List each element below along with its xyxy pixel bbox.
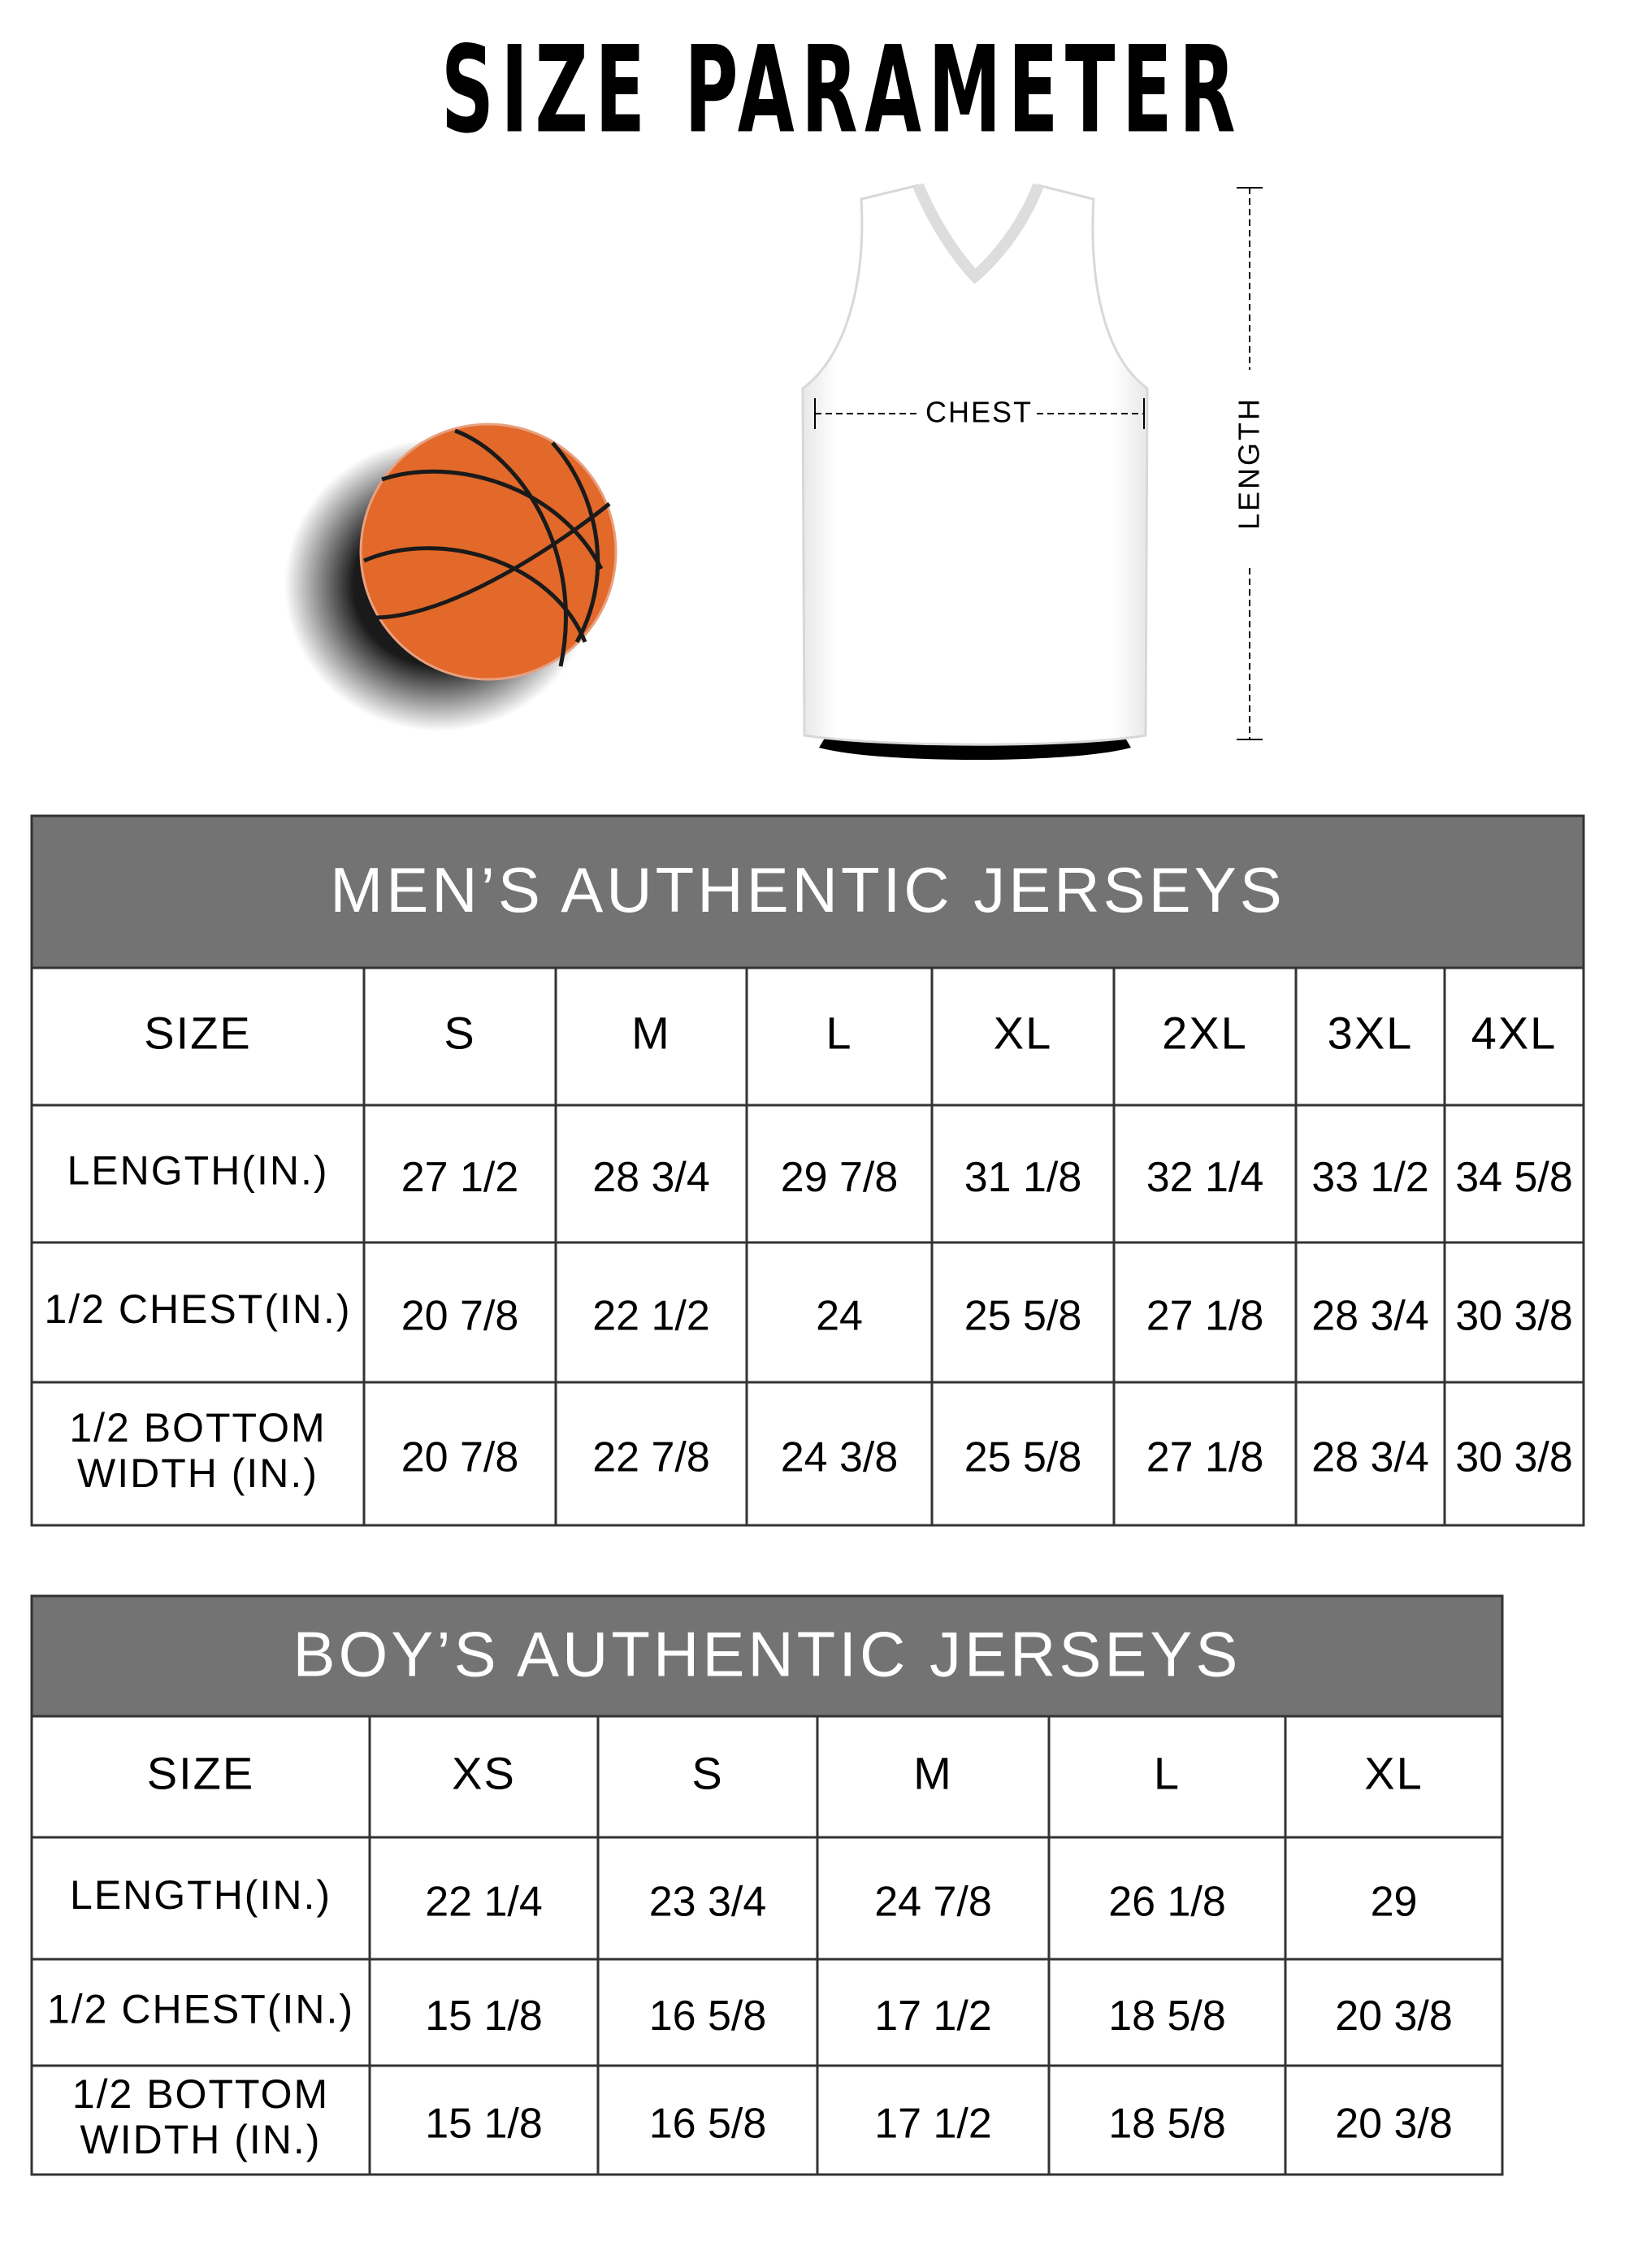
row-label: 1/2 CHEST(IN.)	[44, 1286, 351, 1332]
length-label: LENGTH	[1233, 397, 1266, 530]
size-cell: 23 3/4	[649, 1879, 767, 1926]
size-cell: 18 5/8	[1108, 1993, 1226, 2040]
size-cell: 22 7/8	[592, 1434, 710, 1481]
size-cell: 22 1/2	[592, 1293, 710, 1340]
row-label: LENGTH(IN.)	[70, 1872, 332, 1918]
table-border	[30, 1594, 1504, 2176]
column-header: 3XL	[1328, 1007, 1414, 1058]
size-cell: 20 7/8	[401, 1434, 519, 1481]
size-cell: 27 1/8	[1146, 1293, 1264, 1340]
column-header: M	[913, 1747, 953, 1798]
size-cell: 17 1/2	[874, 1993, 992, 2040]
column-header: SIZE	[144, 1007, 251, 1058]
table-title: MEN’S AUTHENTIC JERSEYS	[330, 854, 1285, 926]
size-cell: 25 5/8	[964, 1293, 1082, 1340]
jersey: CHEST	[801, 183, 1149, 760]
size-cell: 20 3/8	[1335, 1993, 1453, 2040]
column-header: M	[631, 1007, 671, 1058]
table-border	[30, 814, 1585, 1527]
row-label: 1/2 BOTTOM	[69, 1405, 326, 1451]
row-label: WIDTH (IN.)	[77, 1451, 318, 1496]
length-indicator: LENGTH	[1231, 187, 1268, 740]
size-cell: 31 1/8	[964, 1154, 1082, 1201]
basketball	[284, 423, 618, 731]
column-header: L	[826, 1007, 852, 1058]
column-header: XL	[994, 1007, 1053, 1058]
size-cell: 30 3/8	[1455, 1434, 1573, 1481]
row-label: 1/2 BOTTOM	[72, 2071, 329, 2117]
column-header: XL	[1364, 1747, 1424, 1798]
size-cell: 25 5/8	[964, 1434, 1082, 1481]
row-label: WIDTH (IN.)	[80, 2117, 322, 2162]
size-cell: 20 7/8	[401, 1293, 519, 1340]
size-cell: 20 3/8	[1335, 2101, 1453, 2148]
size-cell: 17 1/2	[874, 2101, 992, 2148]
row-label: 1/2 CHEST(IN.)	[47, 1987, 354, 2032]
size-cell: 32 1/4	[1146, 1154, 1264, 1201]
size-cell: 24	[816, 1293, 863, 1340]
size-cell: 27 1/2	[401, 1154, 519, 1201]
table-title: BOY’S AUTHENTIC JERSEYS	[293, 1619, 1242, 1690]
size-cell: 18 5/8	[1108, 2101, 1226, 2148]
size-cell: 34 5/8	[1455, 1154, 1573, 1201]
size-cell: 15 1/8	[425, 1993, 543, 2040]
size-cell: 28 3/4	[1311, 1293, 1429, 1340]
size-cell: 33 1/2	[1311, 1154, 1429, 1201]
column-header: SIZE	[147, 1747, 254, 1798]
size-cell: 15 1/8	[425, 2101, 543, 2148]
size-cell: 24 3/8	[781, 1434, 899, 1481]
column-header: 4XL	[1471, 1007, 1558, 1058]
chest-label: CHEST	[925, 396, 1033, 429]
size-cell: 26 1/8	[1108, 1879, 1226, 1926]
column-header: S	[444, 1007, 475, 1058]
size-cell: 27 1/8	[1146, 1434, 1264, 1481]
row-label: LENGTH(IN.)	[67, 1148, 329, 1194]
size-cell: 16 5/8	[649, 1993, 767, 2040]
size-cell: 29 7/8	[781, 1154, 899, 1201]
table-band	[32, 1596, 1502, 1716]
column-header: XS	[452, 1747, 516, 1798]
size-cell: 24 7/8	[874, 1879, 992, 1926]
size-cell: 22 1/4	[425, 1879, 543, 1926]
size-cell: 30 3/8	[1455, 1293, 1573, 1340]
size-cell: 29	[1371, 1879, 1418, 1926]
column-header: L	[1154, 1747, 1181, 1798]
size-cell: 28 3/4	[592, 1154, 710, 1201]
column-header: S	[691, 1747, 723, 1798]
page-title: SIZE PARAMETER	[441, 20, 1242, 160]
size-cell: 28 3/4	[1311, 1434, 1429, 1481]
table-band	[32, 816, 1584, 968]
size-cell: 16 5/8	[649, 2101, 767, 2148]
column-header: 2XL	[1162, 1007, 1248, 1058]
